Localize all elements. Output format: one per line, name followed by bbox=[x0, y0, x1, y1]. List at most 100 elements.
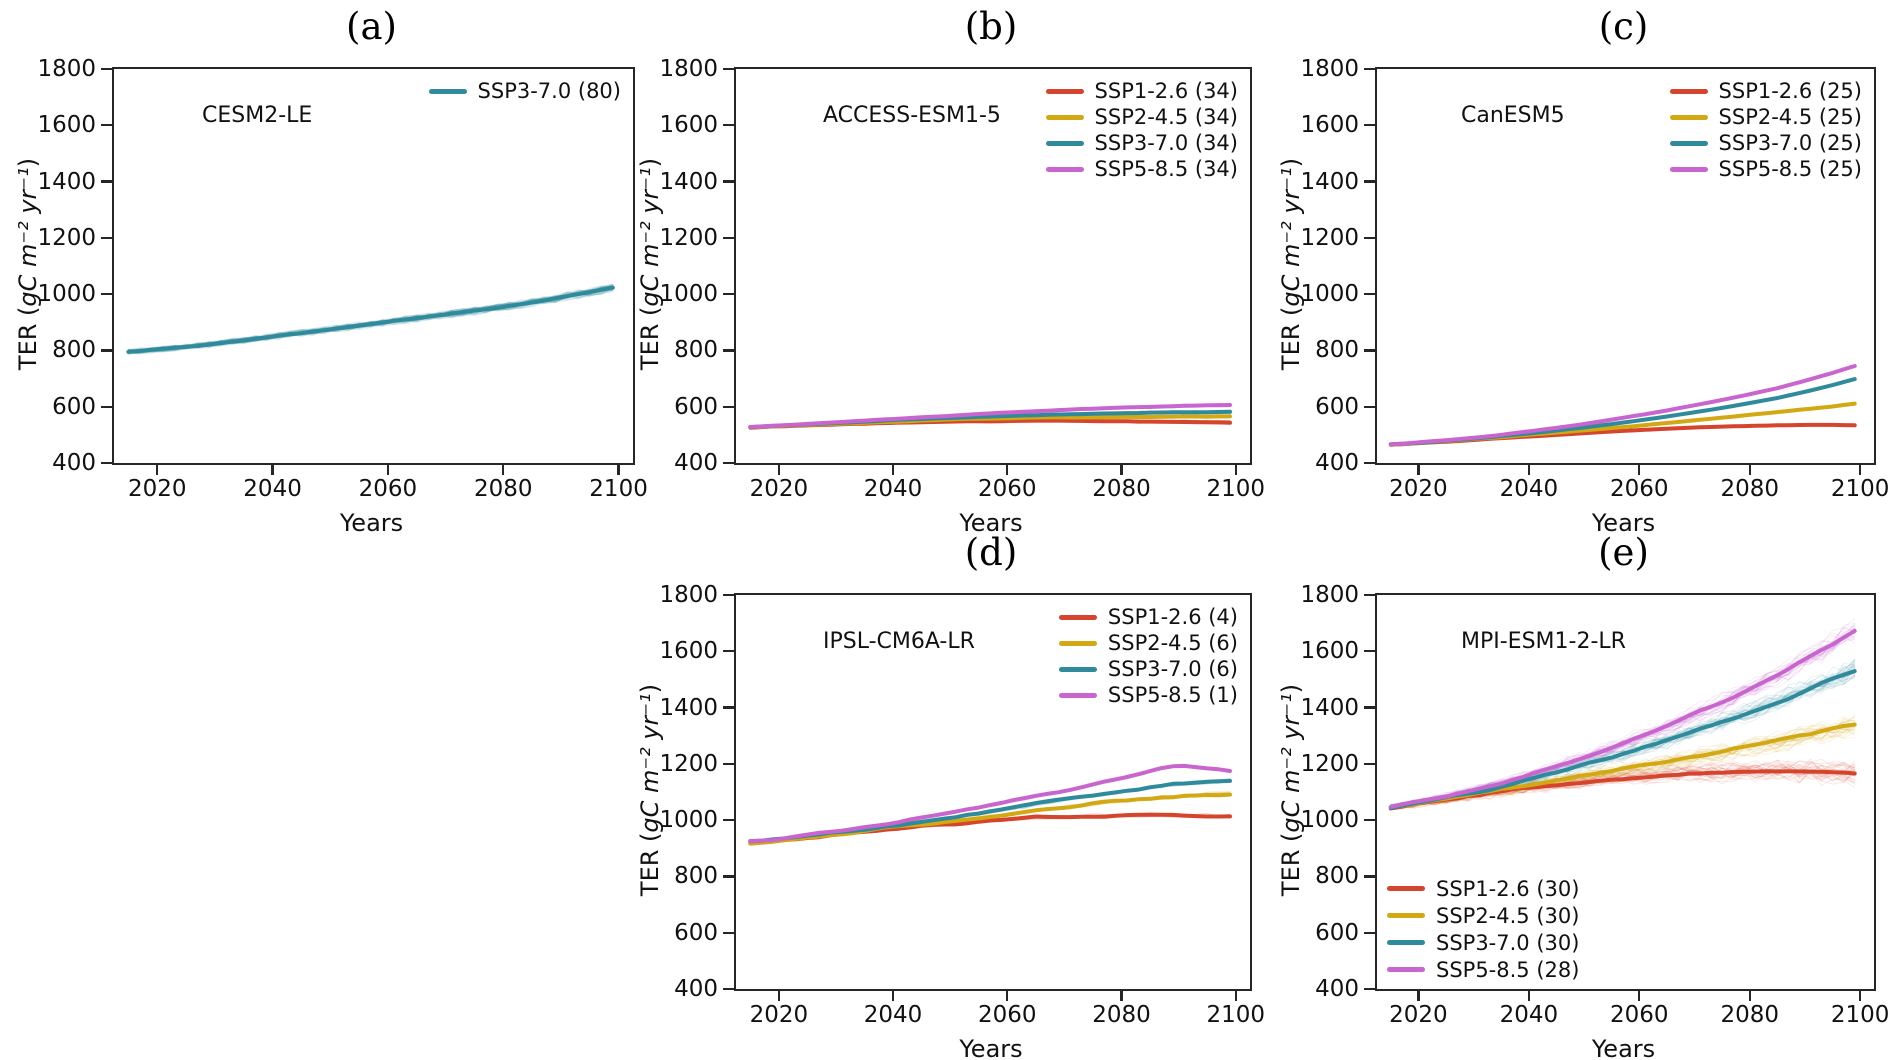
y-tick bbox=[1364, 987, 1375, 991]
x-tick-label: 2040 bbox=[1499, 1002, 1559, 1028]
ensemble-member-line-SSP3-7.0 bbox=[127, 283, 614, 351]
ensemble-member-line-SSP5-8.5 bbox=[1390, 365, 1856, 446]
panel-title-a: (a) bbox=[346, 5, 397, 48]
y-tick-label: 1200 bbox=[1300, 750, 1359, 777]
y-tick-label: 1400 bbox=[659, 694, 718, 721]
legend-item: SSP2-4.5 (6) bbox=[1058, 630, 1238, 656]
y-tick bbox=[1364, 292, 1375, 296]
y-tick-label: 400 bbox=[1315, 450, 1359, 476]
y-tick-label: 1200 bbox=[659, 224, 718, 251]
series-line-SSP2-4.5 bbox=[748, 792, 1232, 846]
ensemble-member-line-SSP3-7.0 bbox=[127, 284, 614, 351]
x-tick bbox=[502, 465, 505, 475]
ensemble-member-line-SSP3-7.0 bbox=[127, 287, 614, 352]
x-tick bbox=[1638, 991, 1641, 1001]
legend-swatch-SSP2-4.5 bbox=[1058, 640, 1097, 646]
ensemble-member-line-SSP5-8.5 bbox=[1390, 365, 1856, 446]
y-axis-label-c: TER (gC m⁻² yr⁻¹) bbox=[1277, 158, 1305, 370]
y-tick-label: 1400 bbox=[1300, 694, 1359, 721]
legend-swatch-SSP5-8.5 bbox=[1058, 692, 1097, 698]
ensemble-mean-lines bbox=[1388, 364, 1857, 447]
legend-label: SSP5-8.5 (28) bbox=[1436, 957, 1580, 982]
ensemble-member-line-SSP3-7.0 bbox=[127, 284, 614, 351]
y-tick bbox=[1364, 650, 1375, 653]
x-axis-label-c: Years bbox=[1591, 509, 1656, 537]
y-tick bbox=[101, 180, 112, 183]
legend-label: SSP3-7.0 (30) bbox=[1436, 930, 1580, 955]
y-tick-label: 1800 bbox=[37, 56, 96, 82]
legend-swatch-SSP1-2.6 bbox=[1045, 88, 1084, 94]
y-axis-label-post: ) bbox=[636, 157, 664, 168]
x-tick bbox=[1417, 991, 1420, 1001]
ensemble-member-line-SSP3-7.0 bbox=[127, 284, 614, 353]
plot-area-d bbox=[748, 763, 1232, 846]
y-tick-label: 1200 bbox=[1300, 224, 1359, 251]
legend-d: SSP1-2.6 (4) SSP2-4.5 (6) SSP3-7.0 (6) SSP5… bbox=[1058, 604, 1238, 708]
legend-c: SSP1-2.6 (25) SSP2-4.5 (25) SSP3-7.0 (25) S… bbox=[1669, 78, 1862, 182]
x-tick-label: 2060 bbox=[977, 476, 1037, 502]
y-tick-label: 600 bbox=[1315, 393, 1359, 420]
legend-swatch-SSP2-4.5 bbox=[1669, 114, 1708, 120]
series-line-SSP5-8.5 bbox=[748, 763, 1232, 843]
legend-label: SSP1-2.6 (25) bbox=[1718, 79, 1862, 103]
x-tick bbox=[1234, 465, 1237, 475]
y-tick bbox=[723, 405, 734, 408]
panel-c: 400 600 800 1000 1200 1400 1600 1800 2020 2040 206… bbox=[1300, 56, 1889, 502]
x-tick bbox=[1527, 465, 1531, 475]
x-tick-label: 2080 bbox=[1092, 1002, 1151, 1028]
legend-swatch-SSP5-8.5 bbox=[1387, 967, 1425, 972]
y-axis-label-units: gC m⁻² yr⁻¹ bbox=[14, 167, 42, 307]
y-tick-label: 600 bbox=[52, 393, 96, 420]
y-tick-label: 1600 bbox=[37, 112, 96, 139]
legend-e: SSP1-2.6 (30) SSP2-4.5 (30) SSP3-7.0 (30) S… bbox=[1387, 875, 1579, 983]
model-label-a: CESM2-LE bbox=[202, 103, 313, 128]
x-tick bbox=[1120, 465, 1123, 475]
x-tick bbox=[1120, 991, 1123, 1001]
series-line-SSP3-7.0 bbox=[1388, 669, 1857, 811]
model-label-c: CanESM5 bbox=[1461, 103, 1565, 128]
ensemble-mean-lines bbox=[748, 403, 1232, 430]
x-tick-label: 2100 bbox=[1206, 476, 1265, 502]
legend-label: SSP1-2.6 (30) bbox=[1436, 876, 1580, 901]
legend-item: SSP2-4.5 (25) bbox=[1669, 104, 1862, 130]
y-axis-label-units: gC m⁻² yr⁻¹ bbox=[636, 693, 664, 833]
legend-a: SSP3-7.0 (80) bbox=[428, 78, 621, 104]
legend-item: SSP3-7.0 (30) bbox=[1387, 929, 1579, 956]
y-tick bbox=[1364, 818, 1375, 822]
x-tick bbox=[156, 465, 159, 475]
ensemble-member-line-SSP3-7.0 bbox=[127, 283, 614, 353]
y-tick-label: 600 bbox=[1315, 919, 1359, 946]
x-tick bbox=[1527, 991, 1531, 1001]
x-tick-label: 2100 bbox=[589, 476, 648, 502]
legend-label: SSP3-7.0 (6) bbox=[1107, 657, 1238, 681]
y-axis-label-a: TER (gC m⁻² yr⁻¹) bbox=[14, 158, 42, 370]
y-axis-label-units: gC m⁻² yr⁻¹ bbox=[1277, 693, 1305, 833]
x-tick bbox=[1006, 465, 1009, 475]
x-tick bbox=[271, 465, 274, 475]
legend-swatch-SSP3-7.0 bbox=[1058, 666, 1097, 672]
x-tick-label: 2020 bbox=[749, 1002, 809, 1028]
y-tick bbox=[1364, 180, 1375, 183]
legend-label: SSP5-8.5 (34) bbox=[1094, 157, 1238, 181]
y-tick-label: 1600 bbox=[659, 638, 718, 665]
y-tick bbox=[1364, 349, 1375, 352]
legend-label: SSP3-7.0 (25) bbox=[1718, 131, 1862, 155]
x-tick bbox=[1234, 991, 1237, 1001]
y-tick bbox=[1364, 124, 1375, 127]
y-axis-label-pre: TER ( bbox=[636, 306, 664, 371]
legend-item: SSP3-7.0 (25) bbox=[1669, 130, 1862, 156]
ensemble-mean-lines bbox=[126, 285, 615, 354]
x-tick bbox=[1638, 465, 1641, 475]
y-tick bbox=[1364, 875, 1375, 878]
y-tick-label: 1000 bbox=[37, 281, 96, 308]
y-tick-label: 1000 bbox=[1300, 807, 1359, 834]
legend-swatch-SSP5-8.5 bbox=[1045, 166, 1084, 172]
x-axis-label-b: Years bbox=[959, 509, 1023, 537]
y-tick bbox=[101, 67, 112, 71]
ensemble-member-line-SSP3-7.0 bbox=[1390, 659, 1856, 806]
series-line-SSP3-7.0 bbox=[126, 285, 615, 354]
y-tick-label: 1800 bbox=[1300, 56, 1359, 82]
x-tick bbox=[617, 465, 620, 475]
ensemble-member-line-SSP5-8.5 bbox=[1390, 618, 1856, 807]
